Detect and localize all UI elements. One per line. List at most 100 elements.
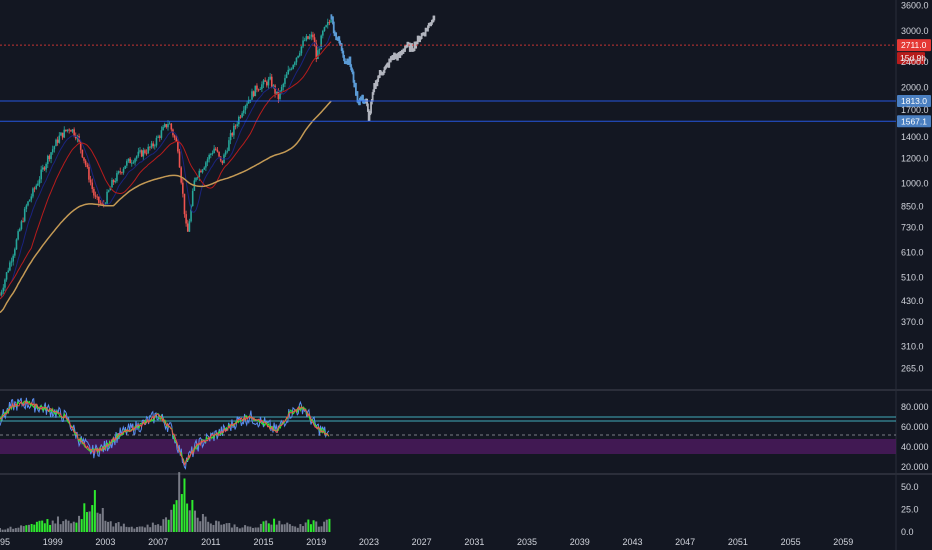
volume-bar[interactable] — [191, 500, 194, 532]
volume-bar[interactable] — [6, 528, 9, 532]
candle-body[interactable] — [18, 228, 21, 232]
candle-body[interactable] — [28, 199, 31, 202]
volume-bar[interactable] — [283, 524, 286, 532]
candle-body[interactable] — [129, 158, 131, 164]
volume-bar[interactable] — [30, 524, 33, 532]
candle-body[interactable] — [9, 262, 11, 271]
candle-body[interactable] — [53, 146, 56, 150]
candle-body[interactable] — [63, 129, 66, 138]
candle-body[interactable] — [325, 25, 327, 28]
candle-body[interactable] — [320, 35, 322, 50]
candle-body[interactable] — [247, 99, 250, 104]
volume-bar[interactable] — [159, 525, 162, 532]
candle-body[interactable] — [42, 167, 44, 170]
volume-bar[interactable] — [9, 526, 12, 532]
candle-body[interactable] — [101, 203, 103, 205]
volume-bar[interactable] — [249, 526, 252, 532]
candle-body[interactable] — [239, 116, 242, 118]
candle-body[interactable] — [2, 287, 5, 292]
projection-bar-blue[interactable] — [349, 56, 352, 68]
volume-bar[interactable] — [104, 520, 107, 532]
candle-body[interactable] — [121, 172, 123, 174]
volume-bar[interactable] — [188, 510, 191, 532]
candle-body[interactable] — [43, 167, 46, 170]
volume-bar[interactable] — [151, 522, 154, 532]
volume-bar[interactable] — [146, 524, 149, 532]
candle-body[interactable] — [79, 141, 82, 150]
volume-bar[interactable] — [96, 512, 99, 532]
candle-body[interactable] — [20, 221, 23, 229]
volume-bar[interactable] — [75, 522, 78, 532]
volume-bar[interactable] — [273, 518, 276, 532]
candle-body[interactable] — [252, 91, 255, 97]
candle-body[interactable] — [4, 279, 6, 288]
volume-bar[interactable] — [251, 527, 254, 532]
candle-body[interactable] — [206, 159, 209, 163]
projection-bar-gray[interactable] — [416, 35, 419, 45]
volume-bar[interactable] — [46, 519, 49, 532]
candle-body[interactable] — [60, 132, 62, 136]
volume-bar[interactable] — [101, 507, 104, 532]
candle-body[interactable] — [162, 126, 164, 131]
candle-body[interactable] — [152, 143, 154, 147]
volume-bar[interactable] — [323, 521, 326, 532]
candle-body[interactable] — [5, 272, 8, 280]
candle-body[interactable] — [14, 249, 16, 256]
projection-bar-blue[interactable] — [335, 32, 338, 41]
volume-bar[interactable] — [83, 503, 86, 532]
volume-bar[interactable] — [246, 526, 249, 532]
volume-bar[interactable] — [170, 509, 173, 532]
projection-bar-gray[interactable] — [383, 67, 386, 73]
volume-bar[interactable] — [130, 526, 133, 532]
volume-bar[interactable] — [204, 516, 207, 532]
candle-body[interactable] — [310, 34, 313, 37]
volume-bar[interactable] — [244, 525, 247, 532]
candle-body[interactable] — [231, 133, 234, 136]
candle-body[interactable] — [205, 162, 207, 168]
candle-body[interactable] — [177, 141, 179, 152]
candle-body[interactable] — [0, 294, 1, 296]
candle-body[interactable] — [262, 80, 265, 85]
candle-body[interactable] — [170, 123, 173, 130]
volume-bar[interactable] — [312, 520, 315, 532]
candle-body[interactable] — [257, 89, 260, 91]
projection-bar-blue[interactable] — [350, 64, 353, 71]
volume-bar[interactable] — [317, 526, 320, 532]
candle-body[interactable] — [15, 239, 18, 250]
volume-bar[interactable] — [259, 523, 262, 532]
volume-bar[interactable] — [22, 526, 25, 532]
candle-body[interactable] — [112, 179, 115, 183]
candle-body[interactable] — [165, 124, 168, 128]
volume-bar[interactable] — [43, 523, 46, 532]
candle-body[interactable] — [109, 187, 112, 191]
volume-bar[interactable] — [64, 519, 67, 532]
volume-bar[interactable] — [233, 524, 236, 532]
volume-bar[interactable] — [180, 494, 183, 532]
candle-body[interactable] — [303, 40, 306, 42]
volume-bar[interactable] — [230, 527, 233, 532]
candle-body[interactable] — [35, 185, 38, 189]
candle-body[interactable] — [158, 136, 161, 138]
volume-bar[interactable] — [291, 525, 294, 532]
candle-body[interactable] — [274, 85, 276, 94]
candle-body[interactable] — [186, 223, 189, 232]
volume-bar[interactable] — [228, 523, 231, 532]
candle-body[interactable] — [269, 76, 271, 80]
candle-body[interactable] — [99, 202, 102, 204]
candle-body[interactable] — [279, 90, 281, 99]
volume-bar[interactable] — [201, 514, 204, 532]
projection-bar-gray[interactable] — [376, 79, 379, 87]
candle-body[interactable] — [280, 87, 283, 91]
volume-bar[interactable] — [209, 523, 212, 532]
candle-body[interactable] — [275, 91, 278, 94]
volume-bar[interactable] — [165, 517, 168, 532]
projection-bar-blue[interactable] — [342, 50, 345, 58]
projection-bar-gray[interactable] — [411, 43, 414, 52]
volume-bar[interactable] — [12, 528, 15, 532]
candle-body[interactable] — [313, 37, 316, 44]
candle-body[interactable] — [27, 201, 29, 206]
volume-bar[interactable] — [56, 516, 59, 532]
candle-body[interactable] — [256, 85, 258, 90]
candle-body[interactable] — [48, 155, 51, 159]
volume-bar[interactable] — [67, 520, 70, 532]
